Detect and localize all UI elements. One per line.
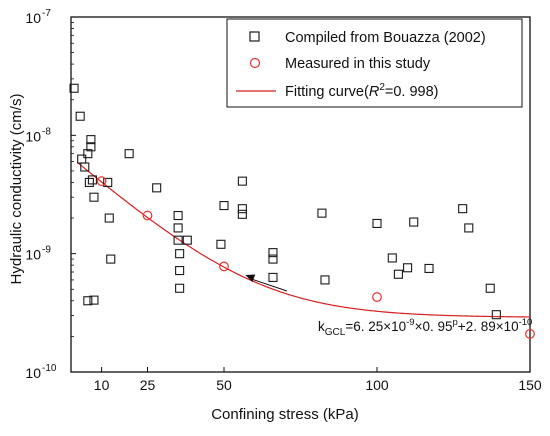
axis-ticks (71, 16, 531, 373)
compiled-point (393, 269, 403, 279)
compiled-point (77, 154, 87, 164)
y-tick-exponent-3: -7 (42, 8, 51, 19)
compiled-point (464, 223, 474, 233)
fitting-curve-layer (76, 161, 531, 318)
x-tick-label-150: 150 (518, 377, 542, 393)
legend: Compiled from Bouazza (2002) Measured in… (226, 18, 523, 108)
compiled-point (173, 210, 183, 221)
measured-point (219, 261, 229, 272)
y-tick-exponent-0: -10 (42, 363, 57, 374)
compiled-point (485, 283, 495, 293)
compiled-point (152, 183, 162, 193)
compiled-point (268, 254, 278, 264)
compiled-point (83, 296, 93, 306)
legend-label-compiled: Compiled from Bouazza (2002) (285, 30, 486, 46)
x-tick-label-25: 25 (140, 377, 156, 393)
eq-part1: =6. 25×10 (345, 319, 406, 334)
compiled-point (86, 142, 96, 152)
compiled-point (320, 275, 330, 285)
eq-part3: +2. 89×10 (458, 319, 519, 334)
eq-exp2: p (453, 317, 458, 328)
legend-fit-r: R (369, 84, 380, 100)
compiled-point (104, 213, 114, 223)
annotation-arrow-shaft (251, 278, 288, 292)
y-tick-label-2: 10 (25, 128, 41, 144)
compiled-point (424, 263, 434, 274)
compiled-point (89, 192, 99, 202)
y-tick-label-0: 10 (25, 365, 41, 381)
eq-exp1: -9 (406, 317, 414, 328)
legend-circle-marker (249, 57, 261, 69)
compiled-points-layer (69, 83, 501, 320)
y-tick-label-3: 10 (25, 10, 41, 26)
x-axis-title: Confining stress (kPa) (211, 406, 359, 423)
compiled-point (175, 265, 185, 276)
compiled-point (103, 177, 113, 187)
compiled-point (491, 310, 501, 320)
compiled-point (372, 218, 382, 229)
compiled-point (237, 209, 247, 219)
compiled-point (387, 253, 397, 263)
compiled-point (182, 235, 192, 245)
compiled-point (89, 295, 99, 305)
equation-text: kGCL=6. 25×10-9×0. 95p+2. 89×10-10 (318, 317, 532, 338)
eq-part2: ×0. 95 (415, 319, 453, 334)
compiled-point (216, 239, 226, 249)
plot-area (70, 16, 531, 373)
y-tick-label-1: 10 (25, 247, 41, 263)
legend-fit-name: Fitting curve (285, 84, 364, 100)
fitting-curve (76, 161, 531, 318)
compiled-point (409, 217, 419, 227)
compiled-point (87, 175, 97, 185)
x-tick-labels: 10 25 50 100 150 (94, 377, 542, 393)
compiled-point (173, 223, 183, 233)
legend-label-fitting: Fitting curve(R2=0. 998) (285, 82, 439, 100)
measured-point (142, 210, 153, 221)
compiled-point (80, 162, 90, 172)
compiled-point (106, 254, 116, 264)
compiled-point (175, 249, 185, 259)
legend-label-measured: Measured in this study (285, 56, 431, 72)
annotation-arrow-head (245, 274, 256, 282)
compiled-point (237, 176, 247, 186)
compiled-point (268, 248, 278, 258)
y-tick-exponent-1: -9 (42, 245, 51, 256)
compiled-point (403, 263, 413, 273)
measured-point (525, 328, 535, 339)
compiled-point (237, 204, 247, 214)
compiled-point (84, 177, 94, 187)
compiled-point (69, 83, 79, 93)
x-tick-label-50: 50 (216, 377, 232, 393)
plot-frame (70, 16, 531, 373)
compiled-point (219, 201, 229, 211)
x-tick-label-100: 100 (365, 377, 389, 393)
compiled-point (75, 111, 85, 121)
compiled-point (173, 235, 183, 245)
compiled-point (86, 135, 96, 145)
eq-sub: GCL (325, 327, 346, 338)
eq-k: k (318, 319, 325, 334)
legend-square-marker (249, 31, 260, 42)
compiled-point (175, 283, 185, 293)
equation-annotation (245, 274, 288, 292)
compiled-point (458, 204, 468, 214)
compiled-point (268, 272, 278, 282)
measured-point (96, 176, 107, 187)
eq-exp3: -10 (519, 317, 533, 328)
legend-frame (226, 18, 523, 108)
compiled-point (317, 208, 327, 218)
compiled-point (124, 149, 134, 159)
measured-points-layer (96, 176, 535, 339)
compiled-point (83, 149, 93, 159)
y-axis-title: Hydraulic conductivity (cm/s) (8, 94, 25, 285)
legend-fit-rest: =0. 998) (385, 84, 439, 100)
x-tick-label-10: 10 (94, 377, 110, 393)
y-tick-exponent-2: -8 (42, 126, 51, 137)
legend-fit-sup: 2 (379, 82, 385, 93)
measured-point (372, 292, 382, 302)
